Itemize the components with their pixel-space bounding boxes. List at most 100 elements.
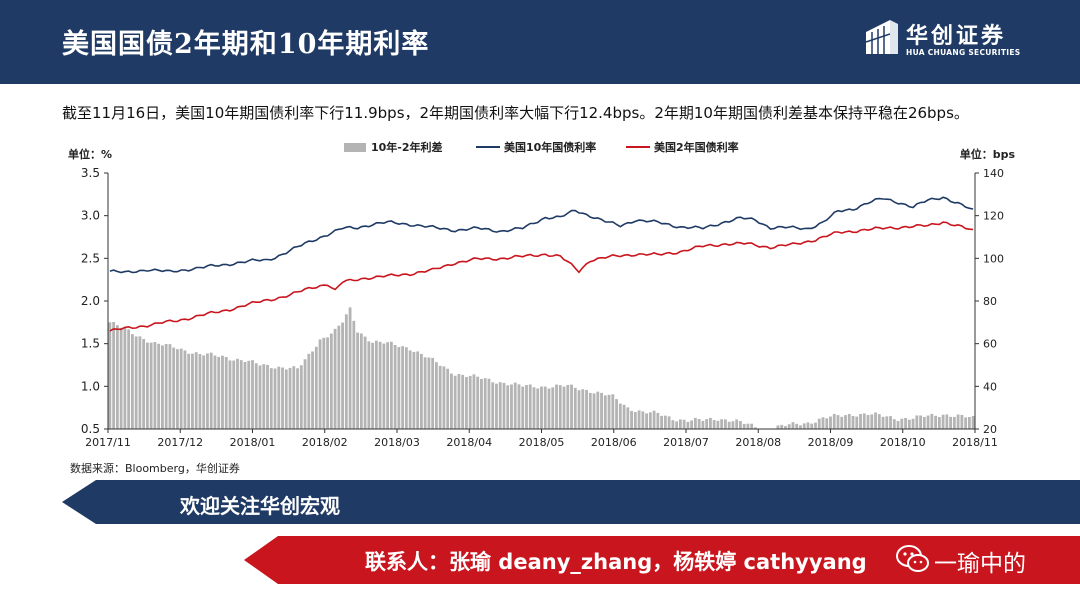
contact-banner-shape xyxy=(244,536,1080,584)
spread-bar xyxy=(251,360,254,429)
spread-bar xyxy=(209,352,213,429)
spread-bar xyxy=(356,332,359,429)
spread-bar xyxy=(487,378,491,429)
spread-bar xyxy=(784,426,787,429)
spread-bar xyxy=(386,342,390,429)
spread-bar xyxy=(303,359,307,429)
spread-bar xyxy=(847,414,851,429)
spread-bar xyxy=(491,382,495,429)
legend-2y-label: 美国2年国债利率 xyxy=(654,140,739,154)
follow-banner-shape xyxy=(62,480,1080,524)
spread-bar xyxy=(607,394,611,429)
x-tick-label: 2018/10 xyxy=(880,436,926,449)
spread-bar xyxy=(157,343,161,429)
spread-bar xyxy=(243,361,247,429)
spread-bar xyxy=(536,388,540,429)
spread-bar xyxy=(862,413,866,429)
spread-bar xyxy=(885,416,889,429)
spread-bar xyxy=(555,384,558,429)
spread-bar xyxy=(705,419,709,429)
spread-bar xyxy=(731,421,735,429)
spread-bar xyxy=(787,424,791,429)
spread-bar xyxy=(371,342,375,429)
spread-bar xyxy=(363,336,367,429)
spread-bar xyxy=(581,389,585,429)
spread-bar xyxy=(648,412,652,429)
spread-bar xyxy=(660,415,664,429)
spread-bar xyxy=(919,415,922,429)
spread-bar xyxy=(735,419,739,429)
spread-bar xyxy=(881,416,885,429)
spread-bar xyxy=(292,366,296,429)
spread-bar xyxy=(930,413,934,429)
spread-bar xyxy=(832,413,836,429)
spread-bar xyxy=(693,417,697,429)
x-tick-label: 2018/03 xyxy=(374,436,420,449)
bond-yield-chart: 3.53.02.52.01.51.00.51401201008060402020… xyxy=(68,140,1015,449)
spread-bar xyxy=(817,418,821,429)
header-bar: 美国国债2年期和10年期利率 华创证券 HUA CHUANG SECURITIE… xyxy=(0,0,1080,84)
spread-bar xyxy=(780,424,784,429)
spread-bar xyxy=(378,341,382,429)
spread-bar xyxy=(892,419,896,429)
spread-bar xyxy=(802,423,806,429)
spread-bar xyxy=(840,416,844,429)
spread-bar xyxy=(476,376,480,429)
spread-bar xyxy=(866,415,870,429)
spread-bar xyxy=(389,341,393,429)
spread-bar xyxy=(431,357,435,429)
spread-bar xyxy=(904,418,907,429)
right-tick-label: 60 xyxy=(983,338,997,351)
spread-bar xyxy=(326,337,329,429)
spread-bar xyxy=(164,343,168,429)
spread-bar xyxy=(232,360,236,429)
spread-bar xyxy=(630,410,633,429)
spread-bar xyxy=(551,387,555,429)
spread-bar xyxy=(134,336,138,429)
spread-bar xyxy=(566,385,570,429)
spread-bar xyxy=(543,386,547,429)
spread-bar xyxy=(311,351,314,429)
left-tick-label: 1.5 xyxy=(81,337,100,351)
spread-bar xyxy=(318,339,322,429)
spread-bar xyxy=(352,320,356,429)
spread-bar xyxy=(727,421,731,429)
company-logo: 华创证券 HUA CHUANG SECURITIES xyxy=(862,18,1062,62)
spread-bar xyxy=(795,423,799,429)
left-tick-label: 3.0 xyxy=(81,209,100,223)
spread-bar xyxy=(115,325,119,429)
spread-bar xyxy=(690,420,694,429)
spread-bar xyxy=(720,419,724,429)
spread-bar xyxy=(678,419,682,429)
spread-bar xyxy=(142,339,146,429)
spread-bar xyxy=(112,321,116,429)
spread-bar xyxy=(814,422,817,429)
spread-bar xyxy=(750,423,754,429)
spread-bar xyxy=(247,360,251,429)
spread-bar xyxy=(146,342,149,429)
spread-bar xyxy=(453,375,457,429)
wechat-icon xyxy=(896,545,929,572)
spread-bar xyxy=(119,327,123,429)
spread-bar xyxy=(926,415,930,429)
spread-bar xyxy=(457,373,461,429)
us-10y-yield-line xyxy=(109,196,974,274)
spread-bar xyxy=(952,416,956,429)
spread-bar xyxy=(611,394,615,429)
spread-bar xyxy=(971,416,975,429)
x-tick-label: 2018/09 xyxy=(808,436,854,449)
spread-bar xyxy=(213,355,217,429)
left-tick-label: 3.5 xyxy=(81,166,100,180)
spread-bar xyxy=(724,419,727,429)
data-source-note: 数据来源：Bloomberg，华创证券 xyxy=(70,462,240,475)
spread-bar xyxy=(510,384,513,429)
spread-bar xyxy=(810,423,814,429)
spread-bar xyxy=(269,368,273,429)
spread-bar xyxy=(153,342,157,429)
spread-bar xyxy=(446,368,450,429)
spread-bar xyxy=(663,415,667,429)
spread-bar xyxy=(532,387,536,429)
spread-bar xyxy=(573,387,577,429)
left-tick-label: 0.5 xyxy=(81,422,100,436)
x-tick-label: 2018/08 xyxy=(735,436,781,449)
